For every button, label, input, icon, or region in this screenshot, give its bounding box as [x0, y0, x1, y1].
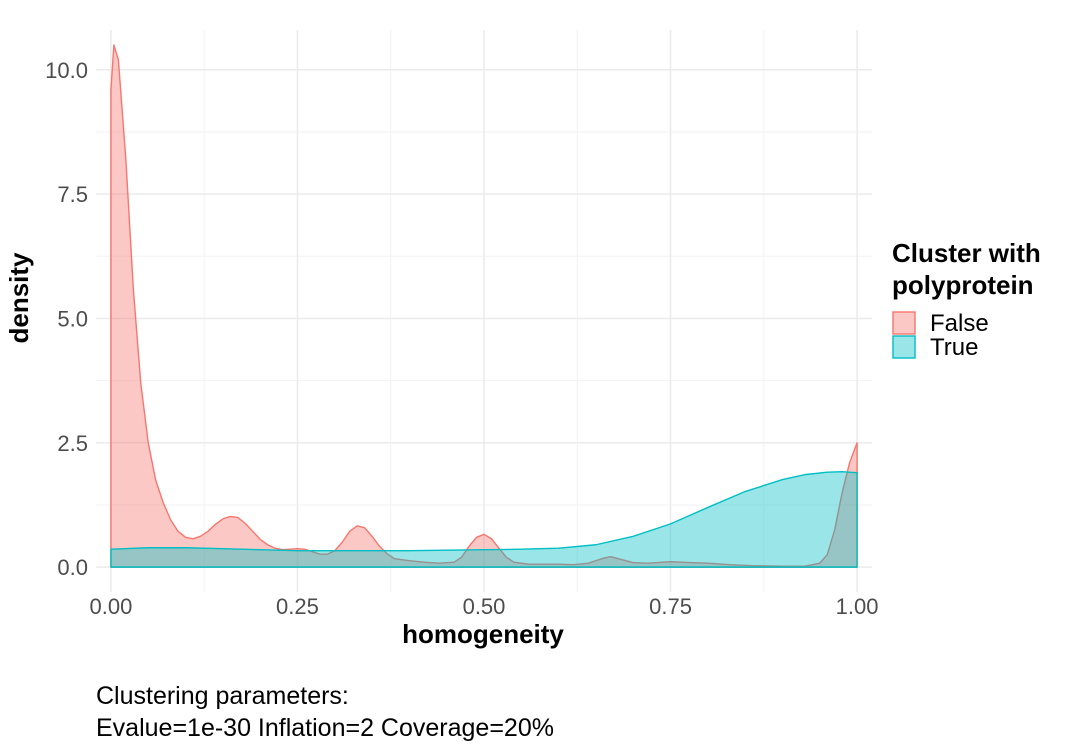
y-tick-label: 0.0 [57, 555, 88, 580]
density-areas [110, 44, 858, 568]
x-tick-label: 0.25 [276, 594, 319, 619]
y-tick-label: 7.5 [57, 182, 88, 207]
y-axis-title: density [4, 252, 34, 344]
x-axis-title: homogeneity [402, 619, 564, 649]
caption: Clustering parameters: Evalue=1e-30 Infl… [96, 680, 554, 744]
x-tick-label: 1.00 [836, 594, 879, 619]
x-tick-label: 0.75 [649, 594, 692, 619]
density-area-false [110, 44, 858, 568]
caption-line-1: Clustering parameters: [96, 682, 349, 710]
legend-key-false [892, 311, 916, 335]
x-tick-label: 0.50 [463, 594, 506, 619]
y-tick-label: 10.0 [45, 58, 88, 83]
x-tick-label: 0.00 [90, 594, 133, 619]
legend-title-line-2: polyprotein [892, 270, 1034, 300]
x-axis-tick-labels: 0.00 0.25 0.50 0.75 1.00 [90, 594, 879, 619]
legend-label-false: False [930, 310, 989, 337]
y-axis-tick-labels: 0.0 2.5 5.0 7.5 10.0 [45, 58, 88, 580]
caption-line-2: Evalue=1e-30 Inflation=2 Coverage=20% [96, 714, 554, 742]
legend-title-line-1: Cluster with [892, 238, 1041, 268]
legend-label-true: True [930, 334, 978, 361]
density-chart: 0.0 2.5 5.0 7.5 10.0 0.00 0.25 0.50 0.75 1.00 ho… [4, 30, 1041, 649]
y-tick-label: 5.0 [57, 306, 88, 331]
density-area-true [110, 470, 858, 568]
y-tick-label: 2.5 [57, 431, 88, 456]
legend-key-true [892, 335, 916, 359]
